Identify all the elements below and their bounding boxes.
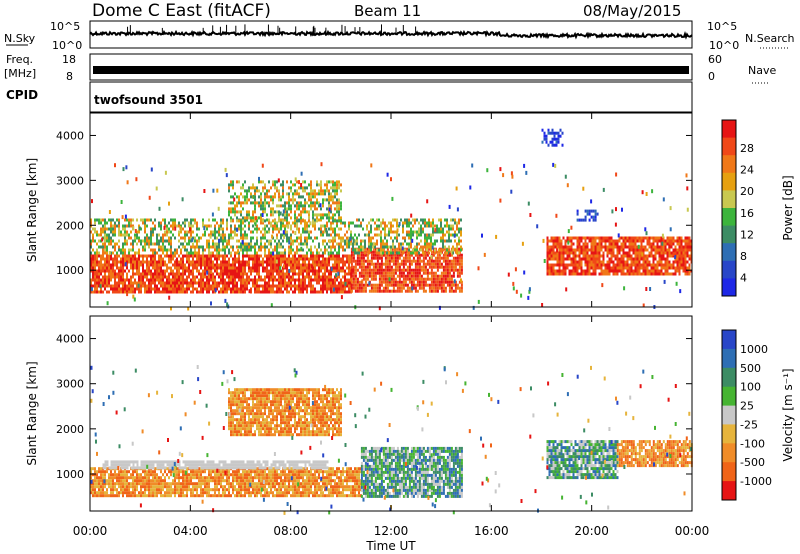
colorbar-segment — [722, 137, 736, 156]
colorbar-segment — [722, 367, 736, 388]
colorbar-segment — [722, 462, 736, 482]
power-colorbar: 4 8 12 16 20 24 28 Power [dB] — [721, 119, 795, 297]
y-tick-label: 1000 — [56, 468, 84, 481]
nsky-tick-bottom: 10^0 — [52, 39, 82, 52]
colorbar-segment — [722, 155, 736, 174]
colorbar-segment — [722, 260, 736, 279]
colorbar-tick-label: 100 — [740, 381, 761, 394]
colorbar-tick-label: 28 — [740, 142, 754, 155]
station-title: Dome C East (fitACF) — [92, 1, 271, 21]
beam-title: Beam 11 — [354, 2, 421, 20]
y-tick-label: 4000 — [56, 333, 84, 346]
freq-label: Freq. — [6, 53, 33, 66]
y-tick-label: 2000 — [56, 423, 84, 436]
y-axis-label: Slant Range [km] — [25, 361, 39, 465]
freq-strip-frame — [89, 53, 693, 81]
x-tick-label: 16:00 — [474, 524, 509, 538]
x-tick-label: 08:00 — [273, 524, 308, 538]
colorbar-segment — [722, 278, 736, 297]
colorbar-tick-label: -1000 — [740, 475, 772, 488]
cpid-strip-frame — [89, 81, 693, 113]
y-tick-label: 4000 — [56, 129, 84, 142]
nave-tick-bottom: 0 — [708, 70, 715, 83]
colorbar-tick-label: -500 — [740, 456, 765, 469]
colorbar-segment — [722, 243, 736, 262]
nsearch-tick-bottom: 10^0 — [709, 39, 739, 52]
echo-region — [90, 254, 352, 294]
x-tick-label: 20:00 — [574, 524, 609, 538]
colorbar-tick-label: 8 — [740, 250, 747, 263]
nsearch-tick-top: 10^5 — [707, 20, 737, 33]
colorbar-segment — [722, 190, 736, 209]
colorbar-tick-label: 20 — [740, 185, 754, 198]
x-tick-label: 04:00 — [173, 524, 208, 538]
cpid-label: CPID — [6, 88, 38, 102]
colorbar-tick-label: 24 — [740, 164, 754, 177]
echo-region — [228, 388, 342, 437]
colorbar-segment — [722, 443, 736, 463]
echo-region — [541, 128, 564, 147]
colorbar-tick-label: 4 — [740, 271, 747, 284]
x-axis-label: Time UT — [365, 539, 416, 553]
echo-region — [576, 209, 599, 222]
colorbar-segment — [722, 424, 736, 444]
scatter-echoes — [90, 365, 692, 515]
date-title: 08/May/2015 — [583, 2, 681, 20]
time-axis: 00:00 04:00 08:00 12:00 16:00 20:00 00:00 Time … — [73, 113, 710, 553]
freq-band — [93, 66, 689, 74]
colorbar-segment — [722, 120, 736, 139]
colorbar-tick-label: 12 — [740, 228, 754, 241]
colorbar-frame — [721, 329, 737, 501]
echo-region — [102, 460, 329, 470]
colorbar-segment — [722, 386, 736, 407]
nsky-strip-frame — [89, 20, 693, 49]
freq-tick-top: 18 — [62, 53, 76, 66]
freq-unit: [MHz] — [4, 67, 36, 80]
colorbar-tick-label: 500 — [740, 362, 761, 375]
colorbar-segment — [722, 405, 736, 425]
colorbar-segment — [722, 172, 736, 191]
colorbar-segment — [722, 225, 736, 244]
colorbar-segment — [722, 481, 736, 501]
echo-region — [546, 236, 693, 276]
colorbar-tick-label: 1000 — [740, 343, 768, 356]
x-tick-label: 12:00 — [374, 524, 409, 538]
nave-tick-top: 60 — [708, 53, 722, 66]
x-tick-label: 00:00 — [675, 524, 710, 538]
nsearch-label: N.Search — [745, 32, 795, 45]
velocity-colorbar: 1000 500 100 25 -25 -100 -500 -1000 Velocity [m … — [721, 329, 795, 501]
echo-region — [546, 440, 619, 480]
power-panel: 1000 2000 3000 4000 Slant Range [km] — [25, 112, 693, 311]
y-tick-label: 3000 — [56, 174, 84, 187]
nave-label: Nave — [748, 64, 776, 77]
echo-region — [90, 218, 462, 255]
nsky-trace — [89, 24, 693, 40]
colorbar-segment — [722, 348, 736, 369]
y-tick-label: 3000 — [56, 378, 84, 391]
velocity-panel: 1000 2000 3000 4000 Slant Range [km] — [25, 315, 693, 515]
colorbar-segment — [722, 208, 736, 227]
y-tick-label: 1000 — [56, 264, 84, 277]
scatter-echoes — [90, 162, 689, 311]
colorbar-label: Power [dB] — [781, 175, 795, 240]
cpid-value: twofsound 3501 — [94, 93, 203, 107]
colorbar-segment — [722, 330, 736, 350]
colorbar-tick-label: 16 — [740, 207, 754, 220]
colorbar-label: Velocity [m s⁻¹] — [781, 368, 795, 461]
freq-tick-bottom: 8 — [66, 70, 73, 83]
nsky-tick-top: 10^5 — [50, 20, 80, 33]
colorbar-tick-label: -100 — [740, 437, 765, 450]
y-tick-label: 2000 — [56, 219, 84, 232]
nsky-label: N.Sky — [4, 32, 36, 45]
colorbar-tick-label: 25 — [740, 400, 754, 413]
colorbar-frame — [721, 119, 737, 297]
freq-trace — [93, 66, 689, 74]
nsky-trace-line — [89, 29, 693, 40]
x-tick-label: 00:00 — [73, 524, 108, 538]
y-axis-label: Slant Range [km] — [25, 158, 39, 262]
echo-region — [228, 180, 342, 223]
colorbar-tick-label: -25 — [740, 418, 758, 431]
echo-region — [350, 247, 463, 293]
